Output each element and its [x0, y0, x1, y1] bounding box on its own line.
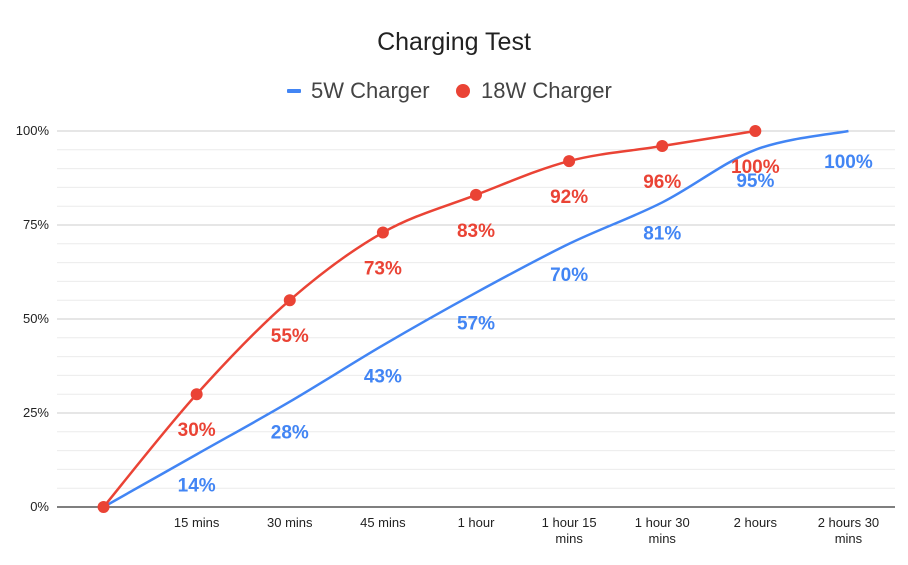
x-tick-label-line: mins — [835, 531, 863, 546]
data-label-18w: 100% — [731, 157, 780, 178]
data-point-18w — [97, 501, 110, 513]
x-tick-label-line: mins — [648, 531, 676, 546]
data-label-5w: 100% — [824, 152, 873, 173]
data-label-5w: 95% — [736, 171, 774, 192]
data-point-18w — [470, 188, 482, 201]
y-axis: 0% 25% 50% 75% 100% — [16, 123, 50, 514]
data-label-18w: 83% — [457, 221, 495, 242]
data-label-5w: 70% — [550, 265, 588, 286]
data-label-18w: 92% — [550, 187, 588, 208]
data-label-18w: 55% — [271, 326, 309, 347]
x-tick-label-line: 1 hour — [458, 515, 496, 530]
series-line-5w — [102, 129, 849, 509]
y-tick-label: 25% — [23, 405, 49, 420]
x-tick-label-line: mins — [555, 531, 583, 546]
data-label-5w: 14% — [178, 475, 216, 496]
x-tick-label: 15 mins — [174, 515, 220, 530]
x-tick-label: 2 hours 30 mins — [818, 515, 879, 546]
data-label-5w: 43% — [364, 366, 402, 387]
y-tick-label: 75% — [23, 217, 49, 232]
data-point-18w — [656, 140, 669, 153]
series-layer — [97, 125, 849, 513]
legend-swatch-5w — [287, 89, 301, 93]
data-point-18w — [376, 226, 389, 239]
gridlines — [57, 130, 895, 508]
data-label-5w: 57% — [457, 314, 495, 335]
x-tick-label: 2 hours — [734, 515, 778, 530]
data-point-18w — [563, 155, 576, 168]
x-tick-label-line: 15 mins — [174, 515, 220, 530]
x-axis: 15 mins 30 mins 45 mins 1 hour 1 hour 15 mins… — [174, 515, 879, 546]
x-tick-label-line: 30 mins — [267, 515, 313, 530]
data-label-18w: 96% — [643, 172, 681, 193]
data-label-5w: 28% — [271, 423, 309, 444]
chart-title: Charging Test — [377, 28, 531, 56]
x-tick-label-line: 2 hours — [734, 515, 778, 530]
x-tick-label: 30 mins — [267, 515, 313, 530]
x-tick-label: 45 mins — [360, 515, 406, 530]
data-point-18w — [283, 294, 296, 307]
x-tick-label: 1 hour 30 mins — [635, 515, 690, 546]
data-point-18w — [749, 125, 762, 137]
x-tick-label: 1 hour — [458, 515, 496, 530]
y-tick-label: 50% — [23, 311, 49, 326]
legend-label-5w: 5W Charger — [311, 78, 430, 103]
legend-swatch-18w — [456, 84, 470, 98]
y-tick-label: 100% — [16, 123, 50, 138]
x-tick-label-line: 45 mins — [360, 515, 406, 530]
data-point-18w — [190, 388, 203, 401]
x-tick-label-line: 1 hour 15 — [542, 515, 597, 530]
legend-label-18w: 18W Charger — [481, 78, 612, 103]
data-labels-layer: 14%28%43%57%70%81%95%100%30%55%73%83%92%… — [178, 152, 873, 496]
y-tick-label: 0% — [30, 499, 49, 514]
legend: 5W Charger 18W Charger — [287, 78, 612, 103]
x-tick-label: 1 hour 15 mins — [542, 515, 597, 546]
data-label-18w: 73% — [364, 259, 402, 280]
data-label-5w: 81% — [643, 223, 681, 244]
x-tick-label-line: 1 hour 30 — [635, 515, 690, 530]
data-label-18w: 30% — [178, 420, 216, 441]
x-tick-label-line: 2 hours 30 — [818, 515, 879, 530]
